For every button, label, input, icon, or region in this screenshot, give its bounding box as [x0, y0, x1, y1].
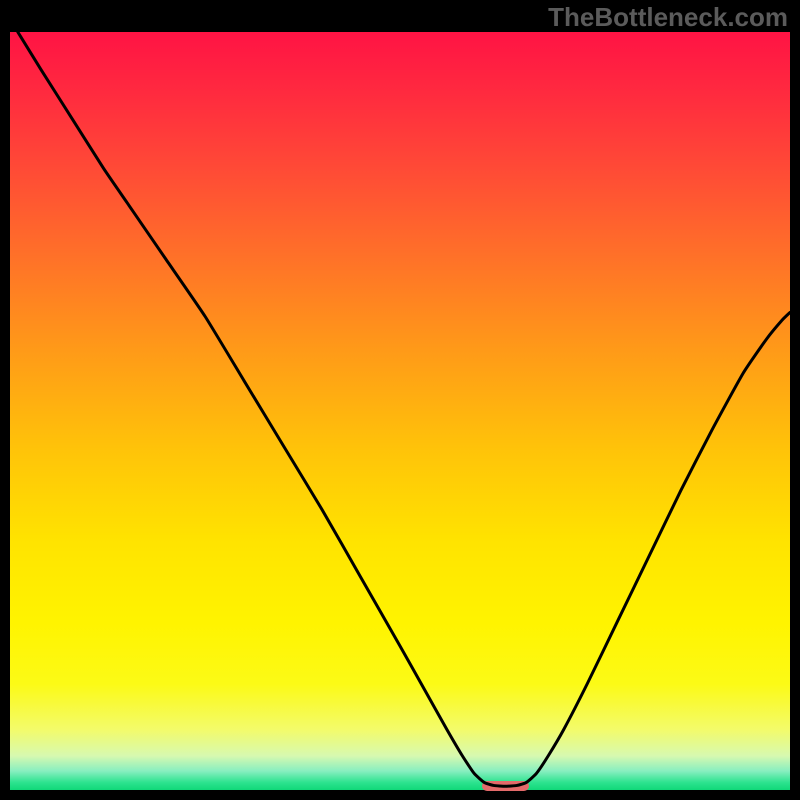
watermark-text: TheBottleneck.com — [548, 2, 788, 33]
plot-area — [10, 32, 790, 790]
chart-frame: TheBottleneck.com — [0, 0, 800, 800]
bottleneck-curve — [10, 32, 790, 790]
